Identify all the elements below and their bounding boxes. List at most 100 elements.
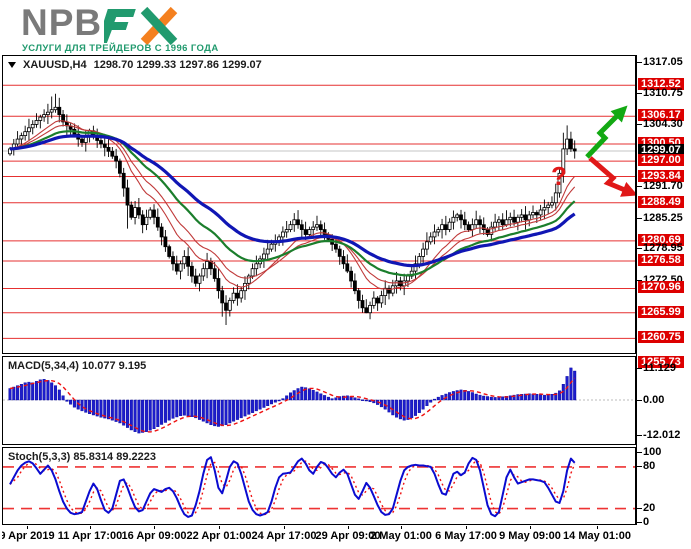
price-level-label: 1293.84 [638,170,684,182]
macd-histogram-bar [558,390,562,401]
candle-body [80,138,84,143]
candle-body [254,263,259,270]
macd-histogram-bar [31,382,35,401]
candle-body [315,224,319,228]
macd-histogram-bar [546,394,550,401]
time-axis-tick [154,526,155,529]
macd-histogram-bar [535,394,539,401]
candle-body [349,270,354,282]
macd-histogram-bar [550,394,554,401]
candle-body [201,268,206,277]
candle-body [155,216,160,228]
question-mark-annotation[interactable]: ? [551,161,567,191]
macd-histogram-bar [23,382,27,401]
candle-body [182,256,187,265]
candle-body [246,275,251,284]
candles-group [8,93,577,325]
candle-body [30,124,35,129]
price-level-label: 1270.96 [638,281,684,293]
candle-body [311,226,316,230]
macd-histogram-bar [160,399,164,425]
candle-body [318,224,323,230]
npbfx-logo[interactable]: NPB УСЛУГИ ДЛЯ ТРЕЙДЕРОВ С 1996 ГОДА [21,4,218,55]
macd-histogram-bar [61,395,65,401]
axis-tick [637,466,642,467]
axis-tick [637,218,642,219]
macd-histogram-bar [554,392,558,401]
candle-body [224,302,228,311]
candle-body [303,229,308,235]
macd-indicator-panel[interactable]: MACD(5,34,4) 10.077 9.195 [2,356,636,445]
macd-histogram-bar [323,395,327,401]
axis-tick [637,62,642,63]
candle-body [474,219,479,226]
ma-red-slow [9,124,576,284]
price-axis[interactable]: 1317.05 1312.52 1310.75 1306.17 1304.30 1300.… [637,55,691,549]
candle-body [227,300,232,311]
candle-body [231,292,236,301]
macd-histogram-bar [292,390,296,401]
macd-histogram-bar [220,399,224,427]
macd-histogram-bar [239,399,243,419]
macd-histogram-bar [273,399,277,403]
macd-histogram-bar [281,398,285,401]
candle-body [569,138,573,150]
macd-histogram-bar [467,391,471,401]
macd-histogram-bar [228,399,232,424]
candle-body [114,155,118,162]
main-price-chart-panel[interactable]: ? XAUUSD,H4 1298.70 1299.33 1297.86 1299… [2,55,636,354]
macd-histogram-bar [235,399,239,420]
candle-body [546,204,551,208]
macd-axis-label: 0.00 [643,394,665,406]
time-axis[interactable]: 9 Apr 2019 11 Apr 17:00 16 Apr 09:00 22 Apr… [2,526,636,549]
candle-body [447,221,452,230]
macd-histogram-bar [171,399,175,419]
macd-histogram-bar [46,380,50,401]
candle-body [163,236,168,248]
candle-body [394,280,399,287]
macd-histogram-bar [266,399,270,407]
macd-histogram-bar [167,399,171,421]
candle-body [197,275,202,284]
green-up-arrow-annotation[interactable] [585,105,628,159]
time-axis-label: 6 May 17:00 [435,530,497,542]
candle-body [292,219,297,226]
candle-body [527,214,532,221]
candle-body [387,287,391,294]
candle-body [125,187,130,206]
stochastic-chart[interactable] [3,448,635,524]
candle-body [421,248,426,257]
macd-histogram-bar [319,393,323,401]
candle-body [496,219,501,223]
candle-body [451,216,456,223]
time-axis-label: 22 Apr 01:00 [186,530,252,542]
macd-histogram-bar [156,399,160,427]
time-axis-tick [401,526,402,529]
candle-body [19,135,24,140]
macd-histogram-bar [129,399,133,431]
candle-body [508,216,513,221]
macd-histogram-bar [307,388,311,401]
candle-body [288,224,293,230]
time-axis-label: 11 Apr 17:00 [57,530,123,542]
macd-histogram-bar [330,398,334,401]
macd-histogram-bar [326,396,330,401]
stochastic-indicator-panel[interactable]: Stoch(5,3,3) 85.8314 89.2223 [2,447,636,525]
macd-histogram-bar [433,398,437,401]
macd-histogram-bar [179,399,183,417]
axis-tick [637,452,642,453]
candle-body [565,138,569,150]
macd-chart[interactable] [3,357,635,444]
red-down-arrow-annotation[interactable] [588,156,635,197]
macd-histogram-bar [133,399,137,432]
current-price-label: 1299.07 [638,144,684,156]
macd-histogram-bar [125,399,129,428]
time-axis-label: 9 May 09:00 [499,530,561,542]
candle-body [307,229,312,235]
candlestick-chart[interactable]: ? [3,56,635,353]
macd-histogram-bar [88,399,92,415]
macd-histogram-bar [410,399,414,419]
logo-tagline: УСЛУГИ ДЛЯ ТРЕЙДЕРОВ С 1996 ГОДА [22,43,219,54]
stoch-axis-label: 0 [643,516,650,528]
candle-body [261,253,266,260]
